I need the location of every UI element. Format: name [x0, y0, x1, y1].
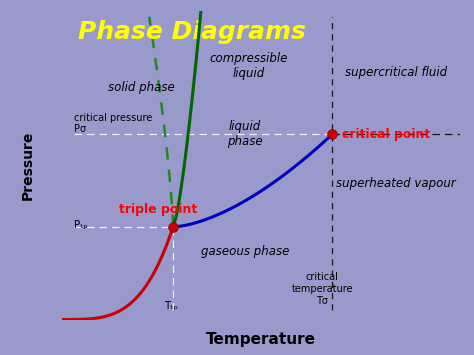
Text: critical
temperature
Tσ: critical temperature Tσ — [292, 272, 353, 306]
Text: critical pressure
Pσ: critical pressure Pσ — [73, 113, 152, 134]
Text: critical point: critical point — [342, 128, 430, 141]
Text: Tₜₚ: Tₜₚ — [164, 301, 178, 311]
Text: solid phase: solid phase — [108, 81, 174, 94]
Text: Phase Diagrams: Phase Diagrams — [78, 20, 305, 44]
Text: gaseous phase: gaseous phase — [201, 245, 289, 258]
Text: superheated vapour: superheated vapour — [336, 177, 456, 190]
Text: liquid
phase: liquid phase — [227, 120, 263, 148]
Text: Temperature: Temperature — [206, 332, 316, 347]
Text: compressible
liquid: compressible liquid — [210, 52, 288, 80]
Text: Pₜₚ: Pₜₚ — [73, 220, 87, 230]
Text: triple point: triple point — [119, 203, 198, 216]
Text: Pressure: Pressure — [21, 130, 35, 200]
Text: supercritical fluid: supercritical fluid — [345, 66, 447, 79]
